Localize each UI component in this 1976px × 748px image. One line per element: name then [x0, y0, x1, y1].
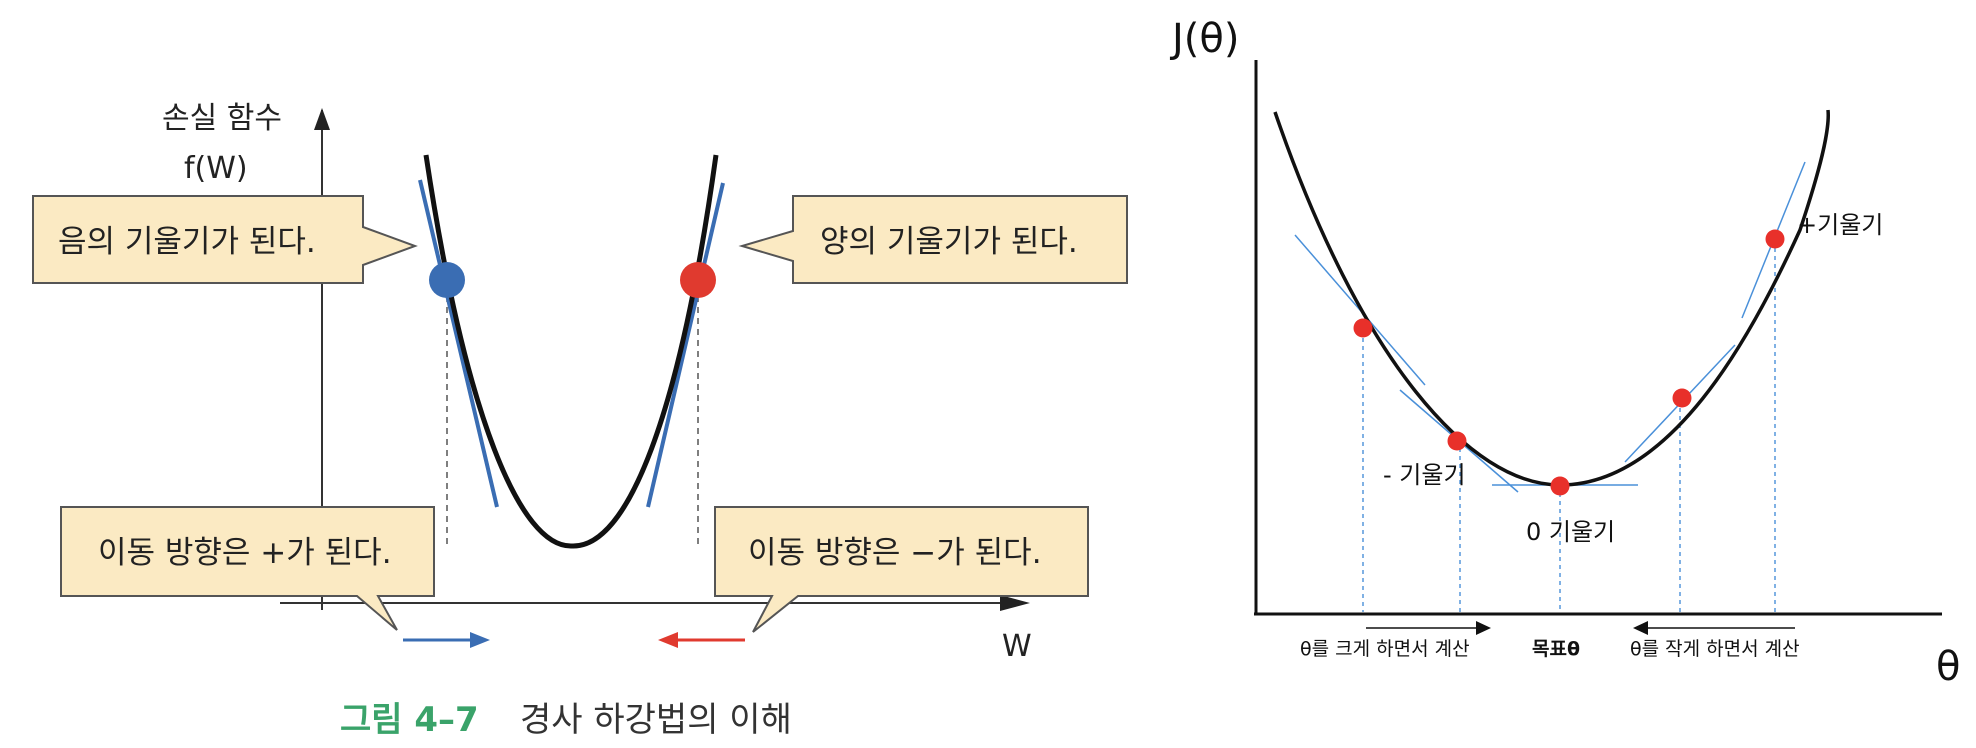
callout-positive-slope-text: 양의 기울기가 된다.	[820, 224, 1078, 260]
label-zero-slope: 0 기울기	[1526, 518, 1615, 546]
point-5	[1765, 229, 1785, 249]
x-axis-label: W	[1002, 629, 1032, 664]
callout-move-minus: 이동 방향은 −가 된다.	[714, 506, 1089, 633]
label-decrease-theta: θ를 작게 하면서 계산	[1630, 638, 1800, 660]
callout-negative-slope-text: 음의 기울기가 된다.	[58, 224, 316, 260]
y-axis-label: J(θ)	[1169, 16, 1239, 62]
callout-negative-slope: 음의 기울기가 된다.	[32, 195, 418, 284]
right-figure: J(θ) θ +기울기 - 기울기	[1150, 0, 1976, 748]
arrow-increase	[1366, 621, 1491, 635]
point-3	[1550, 476, 1570, 496]
positive-slope-point	[680, 262, 716, 298]
arrow-decrease	[1633, 621, 1795, 635]
label-positive-slope: +기울기	[1797, 211, 1883, 239]
arrow-left-red	[658, 632, 745, 648]
point-1	[1353, 318, 1373, 338]
y-axis-label-line2: f(W)	[184, 151, 248, 186]
y-axis-arrowhead	[314, 108, 330, 130]
point-4	[1672, 388, 1692, 408]
loss-curve	[423, 154, 719, 549]
x-axis-label: θ	[1936, 644, 1960, 690]
left-figure: 손실 함수 f(W) W 음의 기울기가 된다. 양의 기울기가 된다. 이동 …	[32, 101, 1128, 740]
label-negative-slope: - 기울기	[1383, 461, 1466, 489]
tangent-negative	[418, 179, 499, 508]
curve-points	[1353, 229, 1785, 496]
callout-positive-slope: 양의 기울기가 된다.	[738, 195, 1128, 284]
left-figure-svg: 손실 함수 f(W) W 음의 기울기가 된다. 양의 기울기가 된다. 이동 …	[32, 101, 1128, 740]
caption-number: 그림 4–7	[340, 700, 479, 740]
cost-curve	[1273, 109, 1830, 487]
callout-move-minus-text: 이동 방향은 −가 된다.	[748, 535, 1042, 571]
callout-move-plus: 이동 방향은 +가 된다.	[60, 506, 435, 631]
right-figure-svg: J(θ) θ +기울기 - 기울기	[1169, 16, 1960, 690]
arrow-right-blue	[403, 632, 490, 648]
negative-slope-point	[429, 262, 465, 298]
callout-move-plus-text: 이동 방향은 +가 된다.	[98, 535, 392, 571]
tangent-positive	[646, 182, 725, 508]
label-increase-theta: θ를 크게 하면서 계산	[1300, 638, 1470, 660]
vertical-guides	[1362, 240, 1776, 612]
x-axis-arrowhead	[1000, 595, 1030, 611]
caption-title: 경사 하강법의 이해	[520, 700, 792, 740]
y-axis-label-line1: 손실 함수	[162, 101, 282, 136]
point-2	[1447, 431, 1467, 451]
label-target-theta: 목표θ	[1532, 638, 1580, 660]
